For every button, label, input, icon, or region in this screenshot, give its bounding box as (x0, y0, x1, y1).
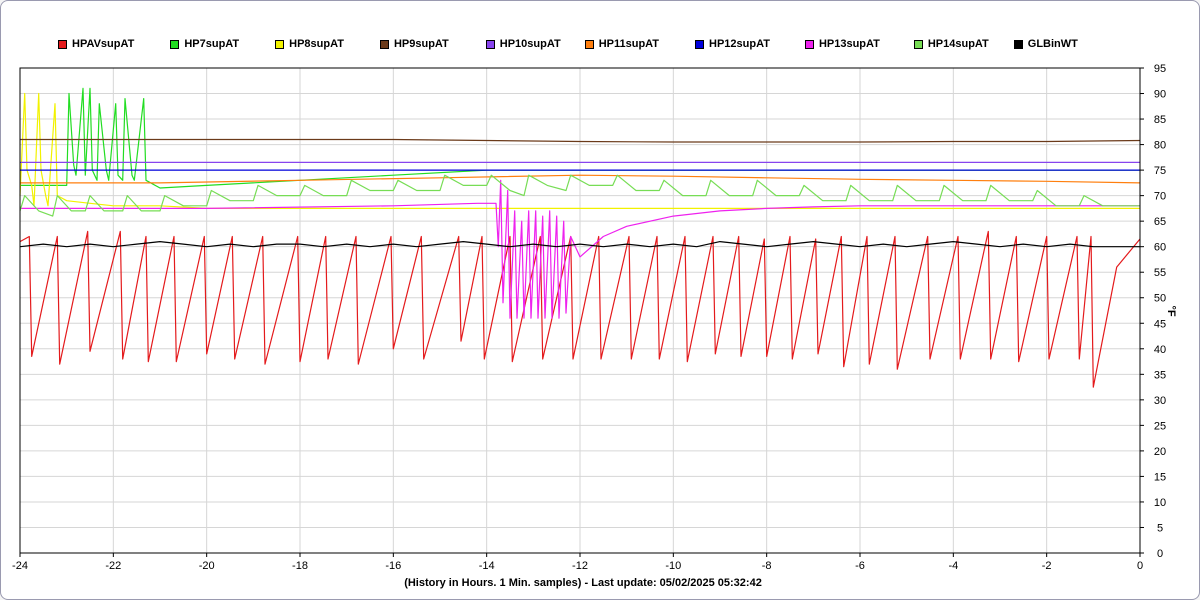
legend-item: HP14supAT (913, 37, 989, 51)
legend-item: HP8supAT (275, 37, 344, 51)
series-line-HP11supAT (20, 174, 1141, 184)
series-line-HP9supAT (20, 138, 1141, 143)
y-tick-label: 95 (1154, 63, 1166, 75)
legend-label: HP7supAT (184, 38, 240, 50)
legend-swatch (275, 39, 285, 49)
x-tick-label: -22 (105, 560, 121, 572)
legend-label: HP14supAT (927, 38, 989, 50)
legend-label: HP11supAT (598, 38, 660, 50)
y-tick-label: 90 (1154, 89, 1166, 101)
legend-item: HP12supAT (695, 37, 770, 51)
y-tick-label: 10 (1154, 497, 1166, 509)
y-tick-label: 65 (1154, 216, 1166, 228)
x-tick-label: -24 (12, 560, 28, 572)
y-tick-label: 45 (1154, 318, 1166, 330)
x-tick-label: -20 (199, 560, 215, 572)
plot-border (19, 67, 1141, 554)
legend-swatch (379, 39, 389, 49)
legend-item: HP9supAT (379, 37, 449, 51)
legend-swatch (804, 39, 814, 49)
y-tick-label: 20 (1154, 446, 1166, 458)
legend-item: HP7supAT (170, 37, 239, 51)
y-tick-label: 75 (1154, 165, 1166, 177)
x-tick-label: 0 (1137, 560, 1143, 572)
chart-legend: HPAVsupAT HP7supAT HP8supAT HP9supAT HP10sup… (58, 37, 1108, 51)
legend-swatch (695, 39, 705, 49)
series-line-GLBinWT (19, 241, 1140, 248)
x-tick-label: -10 (665, 560, 681, 572)
legend-label: HP8supAT (289, 38, 344, 50)
legend-label: HP9supAT (393, 38, 449, 50)
y-tick-label: 30 (1154, 395, 1166, 407)
x-tick-label: -16 (385, 560, 401, 572)
legend-swatch (913, 39, 923, 49)
legend-swatch (58, 39, 67, 49)
legend-label: HP12supAT (709, 38, 770, 50)
y-axis-label: °F (1165, 305, 1177, 316)
legend-label: HP13supAT (818, 38, 880, 50)
y-tick-label: 80 (1154, 140, 1166, 152)
y-tick-label: 50 (1154, 293, 1166, 305)
x-tick-label: -12 (572, 560, 588, 572)
legend-label: HPAVsupAT (72, 38, 135, 50)
x-tick-label: -6 (855, 560, 865, 572)
legend-swatch (485, 39, 495, 49)
y-tick-label: 35 (1154, 369, 1166, 381)
y-tick-label: 15 (1154, 471, 1166, 483)
y-tick-label: 55 (1154, 267, 1166, 279)
legend-item: HP13supAT (804, 37, 880, 51)
y-tick-label: 40 (1154, 344, 1166, 356)
series-line-HPAVsupAT (19, 230, 1141, 388)
series-line-HP14supAT (19, 174, 1140, 217)
legend-swatch (170, 39, 180, 49)
y-tick-label: 5 (1157, 522, 1163, 534)
y-tick-label: 85 (1154, 114, 1166, 126)
legend-label: HP10supAT (499, 38, 561, 50)
x-tick-label: -8 (762, 560, 772, 572)
y-tick-label: 0 (1157, 548, 1163, 560)
x-axis-label: (History in Hours. 1 Min. samples) - Las… (404, 577, 762, 589)
legend-item: GLBinWT (1013, 37, 1078, 51)
x-tick-label: -14 (479, 560, 495, 572)
legend-swatch (584, 39, 594, 49)
x-tick-label: -4 (948, 560, 958, 572)
series-line-HP13supAT (20, 179, 1140, 319)
legend-swatch (1013, 39, 1023, 49)
legend-item: HP11supAT (584, 37, 660, 51)
y-tick-label: 70 (1154, 191, 1166, 203)
x-tick-label: -2 (1042, 560, 1052, 572)
x-tick-label: -18 (292, 560, 308, 572)
y-tick-label: 25 (1154, 420, 1166, 432)
series-line-HP8supAT (19, 92, 1140, 209)
legend-item: HPAVsupAT (58, 37, 134, 51)
legend-item: HP10supAT (485, 37, 561, 51)
legend-label: GLBinWT (1027, 38, 1078, 50)
y-tick-label: 60 (1154, 242, 1166, 254)
